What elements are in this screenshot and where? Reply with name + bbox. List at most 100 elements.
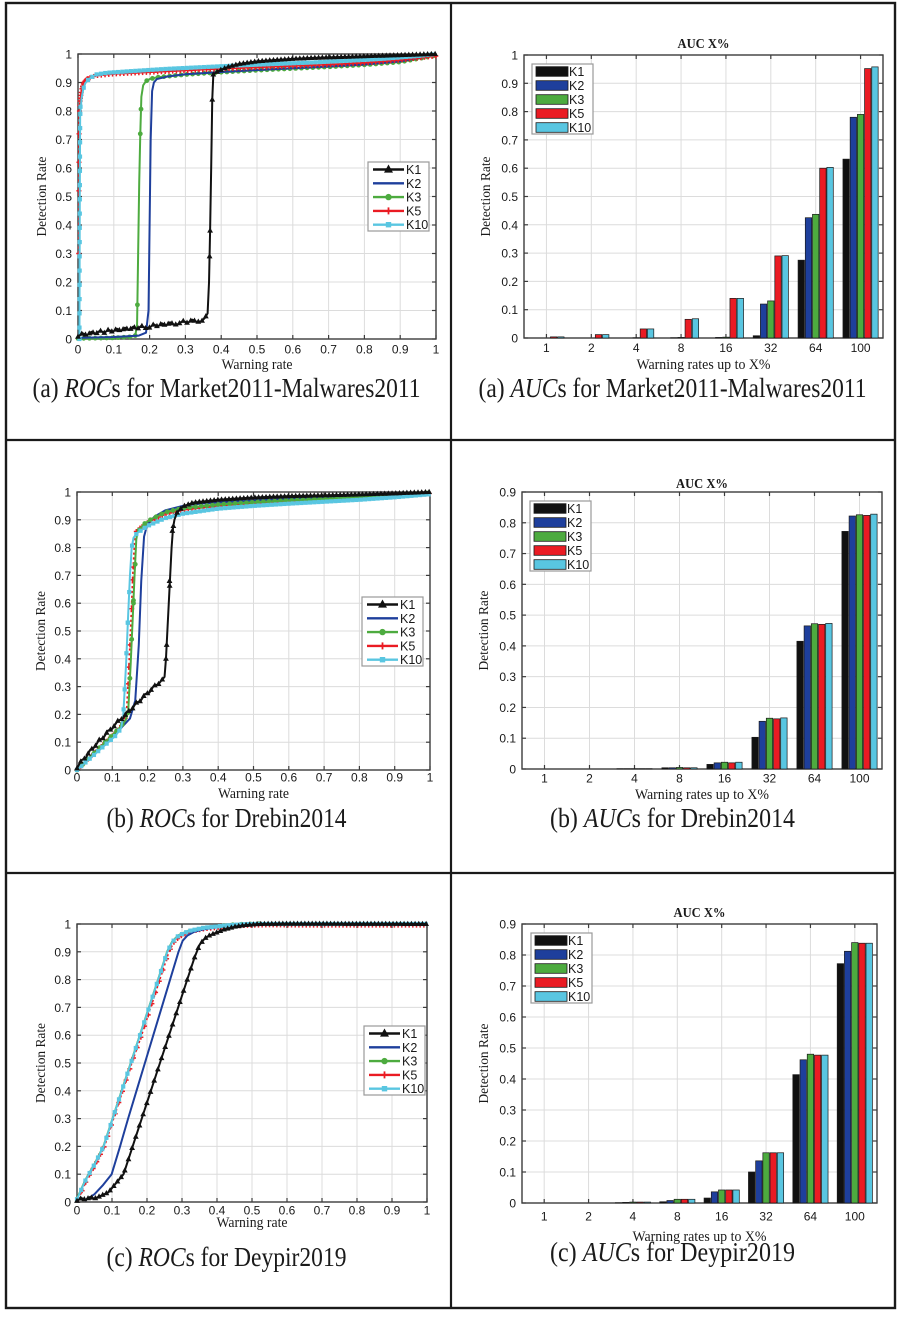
- svg-text:0.5: 0.5: [499, 1042, 516, 1056]
- svg-text:0.6: 0.6: [54, 597, 71, 611]
- svg-text:K2: K2: [402, 1041, 417, 1055]
- svg-text:K5: K5: [568, 976, 583, 990]
- svg-text:0.3: 0.3: [174, 1204, 191, 1218]
- svg-text:0.6: 0.6: [499, 1011, 516, 1025]
- svg-text:K2: K2: [569, 79, 584, 93]
- svg-text:32: 32: [764, 341, 778, 355]
- svg-text:0: 0: [74, 771, 81, 785]
- svg-text:2: 2: [588, 341, 595, 355]
- svg-text:0.8: 0.8: [55, 105, 72, 119]
- svg-text:0.1: 0.1: [104, 1204, 121, 1218]
- svg-text:0.1: 0.1: [499, 732, 516, 746]
- svg-text:K3: K3: [406, 191, 421, 205]
- svg-text:K1: K1: [406, 163, 421, 177]
- svg-text:K5: K5: [569, 107, 584, 121]
- svg-text:0.5: 0.5: [249, 343, 266, 357]
- svg-text:(a) ROCs for Market2011-Malwar: (a) ROCs for Market2011-Malwares2011: [33, 373, 421, 403]
- svg-text:0.3: 0.3: [499, 1104, 516, 1118]
- svg-text:K10: K10: [568, 990, 590, 1004]
- svg-text:K5: K5: [400, 639, 415, 653]
- svg-text:0: 0: [75, 343, 82, 357]
- svg-text:0.6: 0.6: [280, 771, 297, 785]
- svg-text:0.7: 0.7: [54, 569, 71, 583]
- svg-text:0.6: 0.6: [284, 343, 301, 357]
- svg-text:K5: K5: [567, 544, 582, 558]
- svg-text:8: 8: [674, 1210, 681, 1224]
- svg-text:8: 8: [678, 341, 685, 355]
- svg-text:0: 0: [74, 1204, 81, 1218]
- svg-text:(c) AUCs for Deypir2019: (c) AUCs for Deypir2019: [550, 1237, 795, 1267]
- svg-text:0.5: 0.5: [499, 609, 516, 623]
- svg-text:2: 2: [586, 772, 593, 786]
- svg-text:0.3: 0.3: [499, 670, 516, 684]
- svg-text:0: 0: [509, 1197, 516, 1211]
- svg-text:0.4: 0.4: [55, 219, 72, 233]
- svg-text:Detection Rate: Detection Rate: [476, 590, 491, 670]
- svg-text:0.4: 0.4: [499, 1073, 516, 1087]
- svg-text:Detection Rate: Detection Rate: [478, 156, 493, 236]
- svg-text:0.6: 0.6: [55, 162, 72, 176]
- svg-text:32: 32: [759, 1210, 773, 1224]
- svg-text:4: 4: [631, 772, 638, 786]
- svg-text:100: 100: [845, 1210, 865, 1224]
- svg-text:0.2: 0.2: [139, 771, 156, 785]
- svg-text:0.1: 0.1: [104, 771, 121, 785]
- svg-text:0.9: 0.9: [54, 945, 71, 959]
- svg-text:1: 1: [64, 486, 71, 500]
- svg-text:0.5: 0.5: [54, 625, 71, 639]
- svg-text:(c) ROCs for Deypir2019: (c) ROCs for Deypir2019: [107, 1242, 347, 1272]
- svg-text:0.3: 0.3: [175, 771, 192, 785]
- svg-text:1: 1: [433, 343, 440, 357]
- svg-text:0.6: 0.6: [499, 578, 516, 592]
- svg-text:K2: K2: [567, 516, 582, 530]
- svg-text:K3: K3: [568, 962, 583, 976]
- svg-text:K1: K1: [402, 1027, 417, 1041]
- svg-text:K3: K3: [569, 93, 584, 107]
- svg-text:0.4: 0.4: [213, 343, 230, 357]
- svg-text:0.1: 0.1: [501, 303, 518, 317]
- svg-text:0.3: 0.3: [54, 680, 71, 694]
- svg-text:0.3: 0.3: [55, 247, 72, 261]
- svg-text:0: 0: [64, 764, 71, 778]
- svg-text:0.2: 0.2: [54, 1140, 71, 1154]
- svg-text:Warning rates up to X%: Warning rates up to X%: [637, 357, 771, 373]
- svg-text:0.8: 0.8: [349, 1204, 366, 1218]
- svg-text:0.9: 0.9: [386, 771, 403, 785]
- svg-text:0.6: 0.6: [54, 1029, 71, 1043]
- svg-text:0.2: 0.2: [54, 708, 71, 722]
- svg-text:K10: K10: [402, 1082, 424, 1096]
- svg-text:0.8: 0.8: [54, 973, 71, 987]
- svg-text:0.6: 0.6: [501, 162, 518, 176]
- svg-text:0.5: 0.5: [245, 771, 262, 785]
- svg-text:K10: K10: [406, 218, 428, 232]
- svg-text:0.1: 0.1: [55, 304, 72, 318]
- svg-text:K10: K10: [567, 558, 589, 572]
- svg-text:0.4: 0.4: [54, 1084, 71, 1098]
- svg-text:1: 1: [541, 772, 548, 786]
- svg-text:0.2: 0.2: [139, 1204, 156, 1218]
- svg-text:100: 100: [849, 772, 869, 786]
- svg-text:4: 4: [633, 341, 640, 355]
- svg-text:Detection Rate: Detection Rate: [476, 1023, 491, 1103]
- svg-text:K1: K1: [567, 502, 582, 516]
- svg-text:0.9: 0.9: [55, 76, 72, 90]
- svg-text:64: 64: [804, 1210, 818, 1224]
- svg-text:0.8: 0.8: [351, 771, 368, 785]
- svg-text:1: 1: [427, 771, 434, 785]
- svg-text:AUC X%: AUC X%: [674, 906, 726, 921]
- svg-text:0.4: 0.4: [54, 652, 71, 666]
- svg-text:32: 32: [763, 772, 777, 786]
- svg-text:0.3: 0.3: [501, 247, 518, 261]
- svg-text:0.8: 0.8: [356, 343, 373, 357]
- svg-text:0.7: 0.7: [499, 980, 516, 994]
- svg-text:1: 1: [424, 1204, 431, 1218]
- svg-text:K1: K1: [400, 598, 415, 612]
- svg-text:K5: K5: [402, 1068, 417, 1082]
- svg-text:0.5: 0.5: [55, 190, 72, 204]
- svg-text:0.5: 0.5: [501, 190, 518, 204]
- svg-text:100: 100: [851, 341, 871, 355]
- svg-text:0: 0: [509, 763, 516, 777]
- svg-text:0.4: 0.4: [501, 218, 518, 232]
- svg-text:K5: K5: [406, 204, 421, 218]
- svg-text:Warning rate: Warning rate: [217, 1215, 288, 1231]
